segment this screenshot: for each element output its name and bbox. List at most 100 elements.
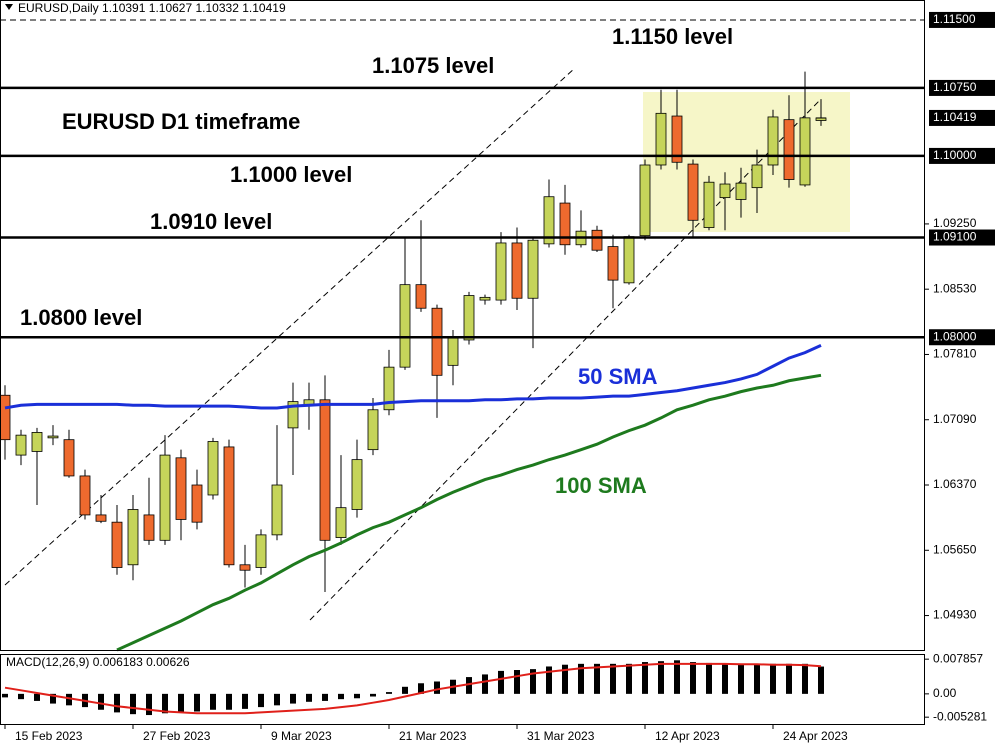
macd-bar <box>338 693 344 700</box>
menu-arrow[interactable] <box>5 4 13 10</box>
y-tick-label: 1.07810 <box>933 347 977 361</box>
macd-bar <box>114 693 120 713</box>
level-tag: 1.11500 <box>933 12 976 26</box>
level-label: 1.1075 level <box>372 53 494 78</box>
candle-body <box>335 507 347 538</box>
candle-body <box>527 239 539 299</box>
candle-body <box>639 164 651 237</box>
macd-bar <box>578 663 584 694</box>
candle-body <box>367 409 379 451</box>
macd-bar <box>738 663 744 694</box>
level-label: 1.0910 level <box>150 209 272 234</box>
candle-body <box>319 399 331 541</box>
macd-bar <box>386 692 392 694</box>
macd-bar <box>66 693 72 706</box>
candle-body <box>0 394 11 441</box>
macd-bar <box>2 693 8 698</box>
macd-bar <box>194 693 200 712</box>
candle-body <box>159 454 171 541</box>
level-tag: 1.09100 <box>933 230 977 244</box>
y-tick-label: 1.07090 <box>933 412 977 426</box>
macd-bar <box>242 693 248 709</box>
macd-bar <box>50 693 56 704</box>
level-tag-bg <box>929 11 995 28</box>
candle-body <box>751 164 763 189</box>
macd-bar <box>210 693 216 710</box>
x-tick-label: 21 Mar 2023 <box>399 729 467 743</box>
macd-bar <box>706 662 712 694</box>
level-tag-bg <box>929 329 995 346</box>
candle-body <box>287 401 299 429</box>
macd-bar <box>770 663 776 694</box>
candle-body <box>511 242 523 299</box>
macd-bar <box>34 693 40 701</box>
y-tick-label: 1.06370 <box>933 477 977 491</box>
macd-bar <box>594 663 600 694</box>
candle-body <box>719 183 731 199</box>
candle-body <box>255 534 267 568</box>
candle-body <box>687 163 699 221</box>
candle-body <box>239 564 251 571</box>
macd-bar <box>402 686 408 694</box>
candle-body <box>431 307 443 376</box>
macd-bar <box>498 670 504 694</box>
macd-bar <box>18 693 24 700</box>
header-high: 1.10627 <box>149 1 193 15</box>
sma-line <box>4 344 822 410</box>
candle-body <box>783 119 795 180</box>
macd-bar <box>690 662 696 694</box>
candle-body <box>447 337 459 366</box>
macd-bar <box>802 663 808 694</box>
y-tick-label: 0.007857 <box>933 651 983 665</box>
candle-body <box>31 432 43 452</box>
candle-body <box>463 295 475 341</box>
signal-value: 0.00626 <box>146 655 190 669</box>
macd-bar <box>546 666 552 694</box>
price-tag: 1.10419 <box>933 110 977 124</box>
sma-label: 50 SMA <box>578 364 658 389</box>
macd-bar <box>98 693 104 710</box>
macd-bar <box>466 677 472 694</box>
macd-bar <box>658 661 664 694</box>
sma-label: 100 SMA <box>555 473 647 498</box>
level-tag-bg <box>929 229 995 246</box>
x-tick-label: 24 Apr 2023 <box>783 729 848 743</box>
candle-body <box>79 475 91 516</box>
candle-body <box>143 514 155 541</box>
candle-body <box>591 229 603 251</box>
macd-bar <box>642 662 648 694</box>
candle-body <box>399 284 411 368</box>
candle-body <box>655 112 667 166</box>
macd-bar <box>226 693 232 710</box>
macd-bar <box>162 693 168 714</box>
candle-body <box>175 457 187 520</box>
level-label: 1.1000 level <box>230 162 352 187</box>
annotation: EURUSD D1 timeframe <box>62 109 300 134</box>
macd-bar <box>818 666 824 694</box>
candle-body <box>799 117 811 186</box>
y-tick-label: 1.04930 <box>933 608 977 622</box>
macd-bar <box>418 683 424 694</box>
candle-body <box>671 115 683 163</box>
level-label: 1.1150 level <box>612 24 733 49</box>
candle-body <box>767 116 779 166</box>
header-low: 1.10332 <box>196 1 240 15</box>
candle-body <box>543 196 555 245</box>
candle-body <box>223 446 235 566</box>
signal-line <box>4 662 822 715</box>
candle-body <box>495 242 507 301</box>
sma-line <box>116 373 822 652</box>
x-tick-label: 27 Feb 2023 <box>143 729 211 743</box>
candle-body <box>207 441 219 496</box>
macd-bar <box>482 674 488 694</box>
macd-bar <box>514 670 520 694</box>
macd-bar <box>130 693 136 715</box>
macd-bar <box>626 663 632 694</box>
macd-header: MACD(12,26,9) 0.006183 0.00626 <box>6 655 190 669</box>
macd-value: 0.006183 <box>93 655 143 669</box>
channel-line <box>309 99 821 621</box>
header-close: 1.10419 <box>242 1 286 15</box>
candle-body <box>191 484 203 523</box>
channel-line <box>4 67 576 586</box>
